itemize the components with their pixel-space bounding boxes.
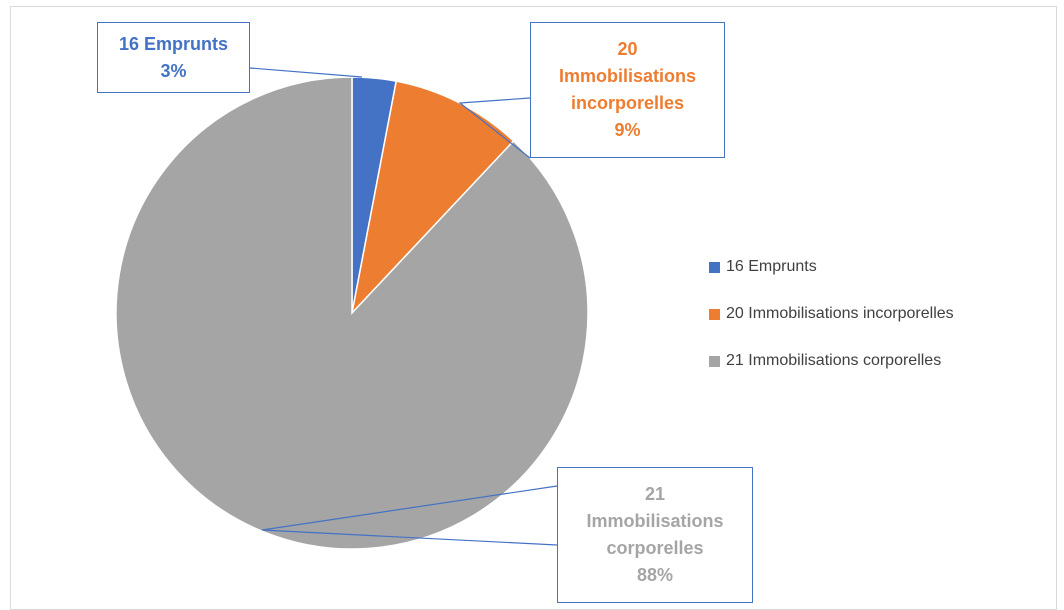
leader-line (458, 97, 531, 159)
leader-line (261, 485, 558, 546)
legend-label: 21 Immobilisations corporelles (726, 352, 942, 369)
label-name: 16 Emprunts (118, 33, 229, 54)
pie-slice (115, 76, 589, 550)
legend-item: 20 Immobilisations incorporelles (709, 305, 954, 323)
legend-swatch (709, 355, 720, 367)
leader-line (249, 67, 363, 78)
legend-label: 20 Immobilisations incorporelles (726, 305, 954, 322)
data-label: 21 Immobilisations corporelles 88% (557, 467, 753, 603)
label-value: 9% (614, 120, 641, 140)
legend-swatch (709, 261, 720, 273)
legend-swatch (709, 308, 720, 320)
legend-label: 16 Emprunts (726, 258, 817, 275)
legend-item: 16 Emprunts (709, 258, 817, 276)
label-value: 88% (636, 565, 674, 585)
label-name: 21 Immobilisations corporelles (586, 484, 724, 558)
label-value: 3% (160, 60, 187, 81)
legend-item: 21 Immobilisations corporelles (709, 352, 941, 370)
data-label: 20 Immobilisations incorporelles 9% (530, 22, 725, 158)
data-label: 16 Emprunts 3% (97, 22, 250, 93)
label-name: 20 Immobilisations incorporelles (558, 39, 697, 113)
